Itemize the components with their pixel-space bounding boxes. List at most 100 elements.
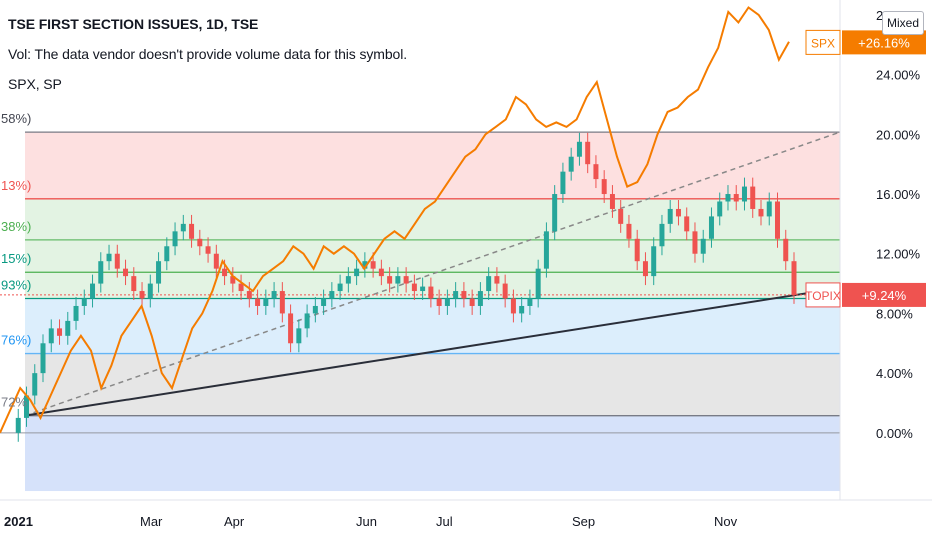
trend-solid-line <box>24 287 841 417</box>
candle-body <box>106 253 112 262</box>
fib-bands <box>25 132 840 492</box>
candle-body <box>568 156 574 172</box>
x-tick-label: Nov <box>714 514 738 529</box>
y-axis[interactable]: 0.00%4.00%8.00%12.00%16.00%20.00%24.00%2… <box>839 0 921 500</box>
y-tick-label: 12.00% <box>876 247 921 262</box>
candle-body <box>222 268 228 277</box>
candle-body <box>535 268 541 299</box>
candle-body <box>560 171 566 195</box>
candle-body <box>420 286 426 292</box>
badge-symbol-box <box>805 282 841 308</box>
fib-band <box>25 353 840 416</box>
x-tick-label: Apr <box>224 514 245 529</box>
candle-body <box>271 291 277 299</box>
candle-body <box>156 261 162 284</box>
candle-body <box>477 291 483 306</box>
fib-band <box>25 298 840 354</box>
chart-title: TSE FIRST SECTION ISSUES, 1D, TSE <box>8 16 259 32</box>
x-tick-label: Sep <box>572 514 595 529</box>
fib-level-label: 76%) <box>1 333 31 348</box>
candle-body <box>667 208 673 224</box>
candle-body <box>626 223 632 239</box>
candle-body <box>428 286 434 299</box>
candle-body <box>189 223 195 239</box>
badge-value: +9.24% <box>862 288 907 303</box>
candle-body <box>263 298 269 306</box>
candle-body <box>296 328 302 344</box>
fib-level-label: 38%) <box>1 219 31 234</box>
candle-body <box>279 291 285 314</box>
badge-value: +26.16% <box>858 35 910 50</box>
candle-body <box>642 261 648 277</box>
candle-body <box>741 186 747 202</box>
candle-body <box>131 276 137 292</box>
candle-body <box>378 268 384 277</box>
candle-body <box>684 216 690 232</box>
candle-body <box>585 141 591 165</box>
candle-body <box>345 276 351 284</box>
comparison-symbol[interactable]: SPX, SP <box>8 76 62 92</box>
candle-body <box>329 291 335 299</box>
candle-body <box>502 283 508 299</box>
fib-level-label: 72% <box>1 395 27 410</box>
candle-body <box>436 298 442 306</box>
candle-body <box>65 320 71 336</box>
candle-body <box>494 276 500 284</box>
candle-body <box>48 328 54 344</box>
badge-symbol-box <box>805 29 841 55</box>
candle-body <box>98 261 104 284</box>
candle-body <box>618 208 624 224</box>
topix-candles <box>15 132 797 442</box>
candle-body <box>444 298 450 306</box>
candle-body <box>708 216 714 239</box>
y-tick-label: 0.00% <box>876 426 913 441</box>
candle-body <box>180 223 186 232</box>
candle-body <box>783 238 789 262</box>
candle-body <box>114 253 120 269</box>
y-tick-label: 20.00% <box>876 127 921 142</box>
badge-symbol: TOPIX <box>805 289 841 303</box>
candle-body <box>123 268 129 277</box>
candle-body <box>90 283 96 299</box>
candle-body <box>609 194 615 209</box>
y-tick-label: 8.00% <box>876 306 913 321</box>
candle-body <box>304 313 310 329</box>
candle-body <box>750 186 756 209</box>
candle-body <box>337 283 343 292</box>
candle-body <box>147 283 153 299</box>
candle-body <box>40 343 46 374</box>
scale-mode-button[interactable]: Mixed <box>882 11 924 35</box>
y-tick-label: 16.00% <box>876 187 921 202</box>
x-tick-label: 2021 <box>4 514 33 529</box>
candle-body <box>24 395 30 418</box>
x-tick-label: Jun <box>356 514 377 529</box>
candle-body <box>461 291 467 299</box>
candle-body <box>81 298 87 306</box>
candle-body <box>288 313 294 344</box>
candle-body <box>527 298 533 306</box>
x-axis[interactable]: 2021 Mar Apr Jun Jul Sep Nov <box>0 499 932 529</box>
candle-body <box>312 305 318 314</box>
candle-body <box>552 194 558 232</box>
fib-band <box>25 239 840 273</box>
candle-body <box>321 298 327 306</box>
candle-body <box>725 194 731 202</box>
candle-body <box>395 276 401 284</box>
series-line-spx <box>0 6 790 434</box>
candle-body <box>246 291 252 299</box>
candle-body <box>32 373 38 396</box>
candle-body <box>15 417 21 433</box>
x-tick-label: Jul <box>436 514 453 529</box>
candle-body <box>387 276 393 284</box>
candle-body <box>139 291 145 299</box>
fib-level-label: 15%) <box>1 251 31 266</box>
fib-band <box>25 198 840 240</box>
badge-symbol: SPX <box>811 36 835 50</box>
candle-body <box>766 201 772 217</box>
fib-band <box>25 132 840 199</box>
y-tick-label: 24.00% <box>876 68 921 83</box>
candle-body <box>197 238 203 247</box>
candle-body <box>675 208 681 217</box>
candle-body <box>774 201 780 239</box>
